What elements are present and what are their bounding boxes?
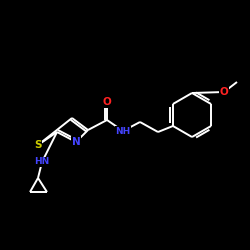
Text: HN: HN [34, 158, 50, 166]
Text: N: N [72, 137, 80, 147]
Text: NH: NH [116, 126, 130, 136]
Text: S: S [34, 140, 42, 150]
Text: O: O [103, 97, 112, 107]
Text: O: O [220, 87, 228, 97]
